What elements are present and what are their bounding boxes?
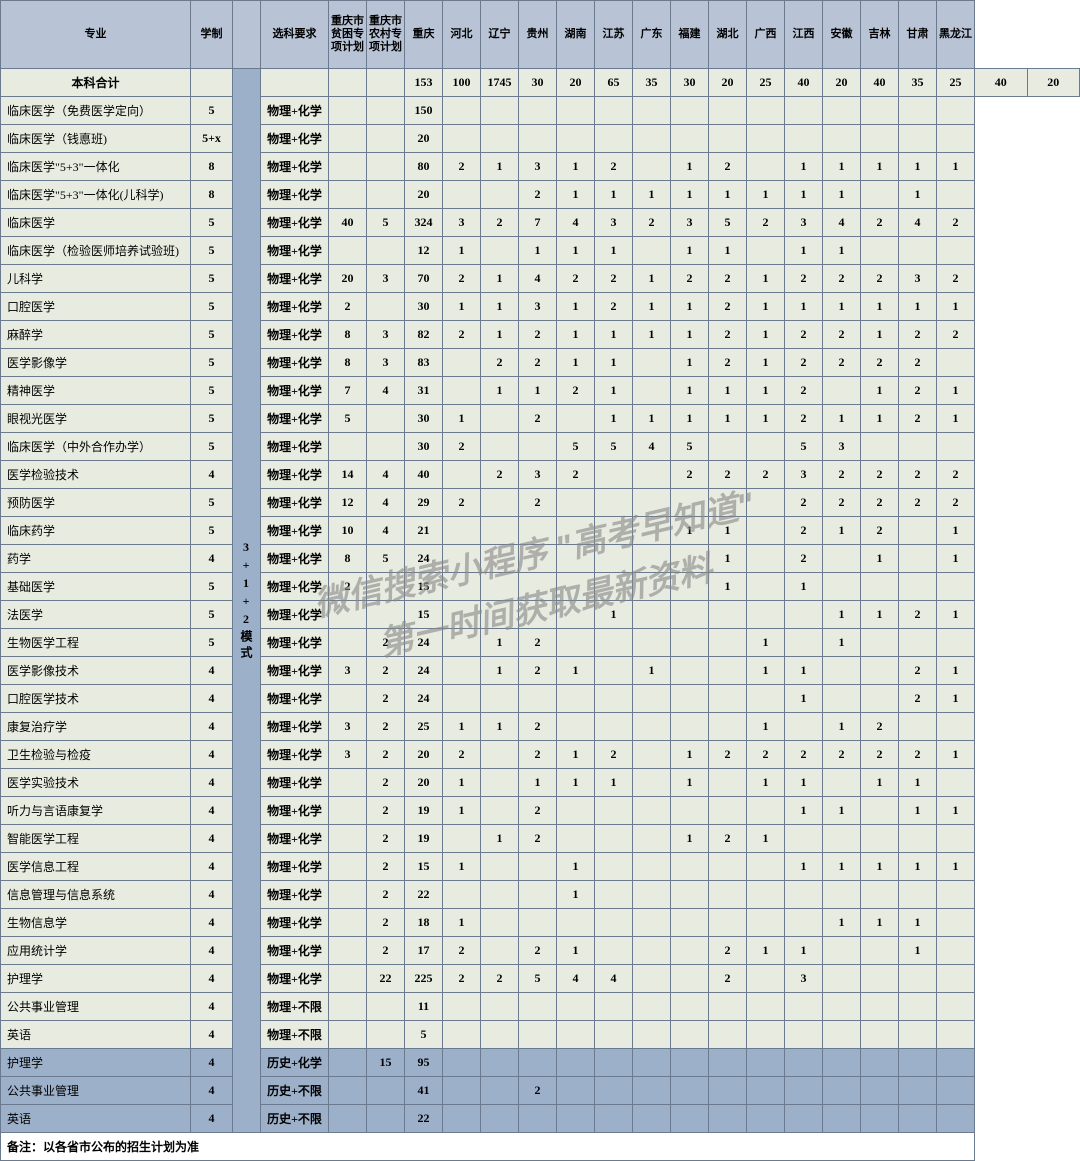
table-row: 临床医学（检验医师培养试验班)5物理+化学1211111111: [1, 237, 1080, 265]
column-header: 安徽: [823, 1, 861, 69]
column-header: 广西: [747, 1, 785, 69]
table-row: 卫生检验与检疫4物理+化学3220221212222221: [1, 741, 1080, 769]
column-header: 黑龙江: [937, 1, 975, 69]
table-row: 临床医学"5+3"一体化8物理+化学80213121211111: [1, 153, 1080, 181]
totals-label: 本科合计: [1, 69, 191, 97]
column-header: 江西: [785, 1, 823, 69]
table-row: 基础医学5物理+化学21511: [1, 573, 1080, 601]
table-row: 应用统计学4物理+化学2172212111: [1, 937, 1080, 965]
column-header: 重庆市农村专项计划: [367, 1, 405, 69]
table-row: 英语4物理+不限5: [1, 1021, 1080, 1049]
enrollment-table: 专业学制选科要求重庆市贫困专项计划重庆市农村专项计划重庆河北辽宁贵州湖南江苏广东…: [0, 0, 1080, 1161]
table-row: 眼视光医学5物理+化学530121111121121: [1, 405, 1080, 433]
table-row: 生物信息学4物理+化学2181111: [1, 909, 1080, 937]
table-row: 临床医学（免费医学定向）5物理+化学150: [1, 97, 1080, 125]
table-row: 临床药学5物理+化学10421112121: [1, 517, 1080, 545]
table-row: 康复治疗学4物理+化学3225112112: [1, 713, 1080, 741]
column-header: 吉林: [861, 1, 899, 69]
column-header: 湖北: [709, 1, 747, 69]
table-row: 口腔医学5物理+化学23011312112111111: [1, 293, 1080, 321]
table-row: 麻醉学5物理+化学838221211112122122: [1, 321, 1080, 349]
table-row: 临床医学（中外合作办学）5物理+化学302554553: [1, 433, 1080, 461]
table-row: 医学影像技术4物理+化学322412111121: [1, 657, 1080, 685]
table-row: 智能医学工程4物理+化学21912121: [1, 825, 1080, 853]
table-row: 临床医学5物理+化学40532432743235234242: [1, 209, 1080, 237]
table-row: 口腔医学技术4物理+化学224121: [1, 685, 1080, 713]
table-row: 临床医学（钱悳班)5+x物理+化学20: [1, 125, 1080, 153]
column-header: 湖南: [557, 1, 595, 69]
column-header: 福建: [671, 1, 709, 69]
table-row: 英语4历史+不限22: [1, 1105, 1080, 1133]
table-row: 公共事业管理4历史+不限412: [1, 1077, 1080, 1105]
column-header: 重庆市贫困专项计划: [329, 1, 367, 69]
column-header: 辽宁: [481, 1, 519, 69]
table-row: 听力与言语康复学4物理+化学219121111: [1, 797, 1080, 825]
table-row: 信息管理与信息系统4物理+化学2221: [1, 881, 1080, 909]
table-row: 医学影像学5物理+化学838322111212222: [1, 349, 1080, 377]
table-body: 本科合计3+1+2模式15310017453020653530202540204…: [1, 69, 1080, 1161]
table-row: 法医学5物理+化学1511121: [1, 601, 1080, 629]
table-row: 医学实验技术4物理+化学220111111111: [1, 769, 1080, 797]
table-row: 护理学4物理+化学222252254423: [1, 965, 1080, 993]
table-row: 预防医学5物理+化学124292222222: [1, 489, 1080, 517]
column-header: 重庆: [405, 1, 443, 69]
column-header: 贵州: [519, 1, 557, 69]
mode-cell: 3+1+2模式: [233, 69, 261, 1133]
table-row: 儿科学5物理+化学2037021422122122232: [1, 265, 1080, 293]
table-row: 护理学4历史+化学1595: [1, 1049, 1080, 1077]
table-row: 公共事业管理4物理+不限11: [1, 993, 1080, 1021]
column-header: 专业: [1, 1, 191, 69]
table-row: 生物医学工程5物理+化学2241211: [1, 629, 1080, 657]
table-row: 临床医学"5+3"一体化(儿科学)8物理+化学202111111111: [1, 181, 1080, 209]
column-header: 河北: [443, 1, 481, 69]
table-row: 药学4物理+化学85241211: [1, 545, 1080, 573]
column-header: [233, 1, 261, 69]
column-header: 甘肃: [899, 1, 937, 69]
column-header: 选科要求: [261, 1, 329, 69]
column-header: 广东: [633, 1, 671, 69]
column-header: 学制: [191, 1, 233, 69]
table-header: 专业学制选科要求重庆市贫困专项计划重庆市农村专项计划重庆河北辽宁贵州湖南江苏广东…: [1, 1, 1080, 69]
table-row: 精神医学5物理+化学743111211112121: [1, 377, 1080, 405]
column-header: 江苏: [595, 1, 633, 69]
table-row: 医学检验技术4物理+化学1444023222232222: [1, 461, 1080, 489]
table-row: 医学信息工程4物理+化学2151111111: [1, 853, 1080, 881]
